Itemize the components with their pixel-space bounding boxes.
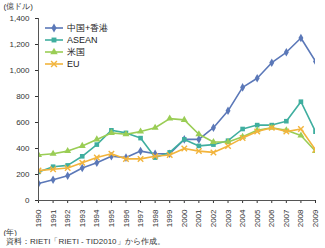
svg-text:1,400: 1,400 [9,14,30,23]
html-text:資料：RIETI「RIETI - TID2010」から作成。: 資料：RIETI「RIETI - TID2010」から作成。 [6,237,165,246]
svg-text:1993: 1993 [78,209,87,227]
html-text:中国+香港: 中国+香港 [67,23,109,33]
svg-text:2007: 2007 [282,209,291,227]
svg-text:1999: 1999 [165,209,174,227]
svg-text:600: 600 [16,118,30,127]
svg-text:1994: 1994 [92,209,101,227]
svg-text:1990: 1990 [34,209,43,227]
svg-text:2008: 2008 [296,209,305,227]
svg-text:1991: 1991 [49,209,58,227]
svg-text:2000: 2000 [180,209,189,227]
svg-text:2002: 2002 [209,209,218,227]
svg-text:2001: 2001 [194,209,203,227]
svg-text:1992: 1992 [63,209,72,227]
svg-text:1998: 1998 [151,209,160,227]
html-text:EU: EU [67,59,80,69]
svg-text:2006: 2006 [267,209,276,227]
svg-text:2009: 2009 [311,209,320,227]
svg-text:800: 800 [16,92,30,101]
svg-text:1995: 1995 [107,209,116,227]
svg-text:1996: 1996 [122,209,131,227]
svg-text:0: 0 [25,196,30,205]
svg-text:1,200: 1,200 [9,40,30,49]
svg-text:(年): (年) [4,228,18,237]
svg-text:400: 400 [16,144,30,153]
svg-text:2004: 2004 [238,209,247,227]
html-text:ASEAN: ASEAN [67,35,98,45]
html-text:米国: 米国 [67,47,85,57]
svg-text:1,000: 1,000 [9,66,30,75]
svg-text:2003: 2003 [224,209,233,227]
svg-text:200: 200 [16,170,30,179]
svg-text:1997: 1997 [136,209,145,227]
svg-text:(億ドル): (億ドル) [4,2,34,11]
svg-text:2005: 2005 [253,209,262,227]
